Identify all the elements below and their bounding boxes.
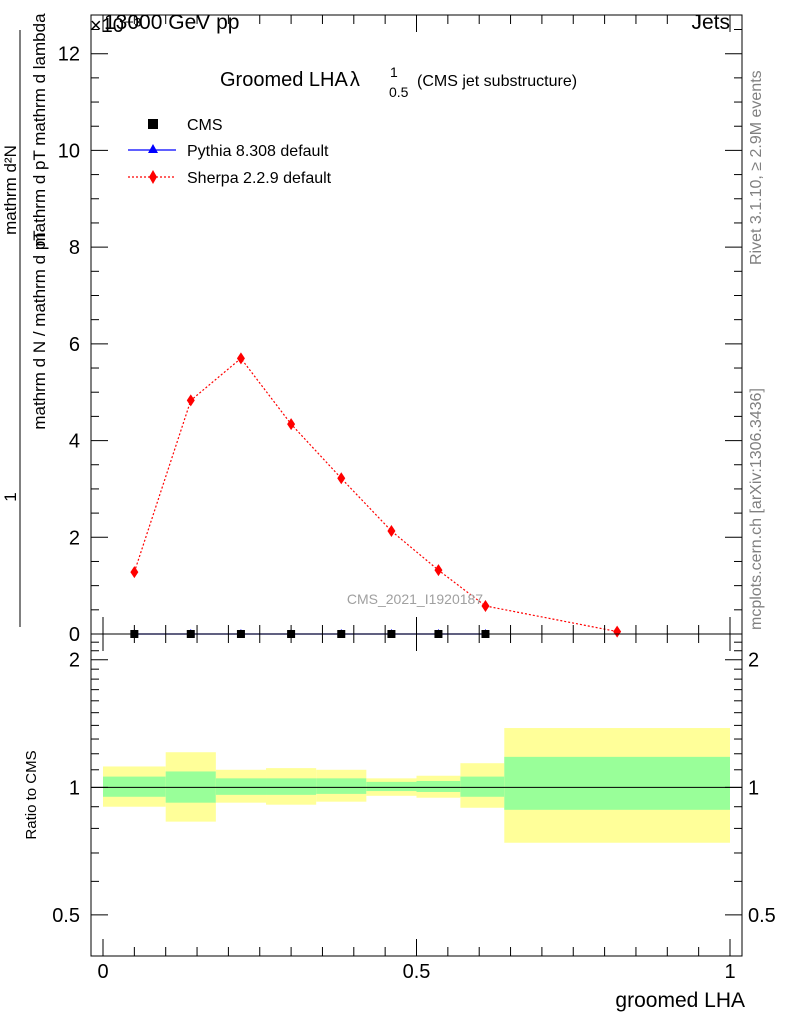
ratio-band-inner [460, 776, 505, 797]
main-y-tick-label: 2 [69, 527, 80, 549]
ylabel-prefix-denominator: mathrm d N / mathrm d pT [30, 230, 49, 429]
ratio-band-inner [103, 776, 166, 797]
header-jets: Jets [691, 11, 730, 34]
sherpa-point [186, 394, 195, 407]
plot-title-symbol: λ [350, 69, 360, 91]
main-x-ticks [102, 15, 731, 634]
main-y-tick-label: 10 [58, 140, 80, 162]
ratio-band-inner [366, 781, 417, 792]
legend: CMS Pythia 8.308 default Sherpa 2.2.9 de… [128, 117, 332, 187]
legend-pythia-label: Pythia 8.308 default [187, 143, 329, 160]
plot-title-suffix: (CMS jet substructure) [417, 73, 577, 90]
ratio-y-ticks: 0.5 0.5 1 1 2 2 [52, 641, 776, 927]
analysis-watermark: CMS_2021_I1920187 [347, 591, 483, 607]
main-frame [90, 14, 743, 635]
legend-cms-marker [148, 119, 158, 129]
ratio-band-inner [504, 756, 730, 810]
legend-sherpa-marker [149, 170, 157, 184]
legend-item-pythia: Pythia 8.308 default [128, 143, 329, 160]
main-y-axis-label: 1 mathrm d N / mathrm d pT mathrm d²N ma… [1, 13, 49, 627]
ylabel-denominator: mathrm d pT mathrm d lambda [30, 13, 49, 247]
x-axis-label: groomed LHA [615, 989, 745, 1012]
ratio-bands-layer [103, 728, 730, 843]
legend-item-sherpa: Sherpa 2.2.9 default [128, 170, 332, 187]
plot-title-sub: 0.5 [389, 84, 409, 100]
plot-title-text: Groomed LHA [220, 69, 348, 91]
y-exponent-label: ×10⁻³ [90, 15, 141, 37]
ratio-band-inner [215, 778, 267, 795]
sherpa-point [387, 524, 396, 537]
ratio-band-inner [266, 778, 317, 795]
ratio-band-inner [416, 780, 461, 792]
main-y-tick-label: 6 [69, 334, 80, 356]
ratio-band-inner [316, 778, 367, 794]
ratio-y-tick-label: 2 [69, 650, 80, 672]
main-y-tick-label: 0 [69, 624, 80, 646]
ratio-y-tick-label: 0.5 [52, 905, 80, 927]
sherpa-line [133, 357, 618, 633]
main-y-tick-label: 12 [58, 44, 80, 66]
sherpa-point [481, 599, 490, 612]
legend-pythia-marker [148, 144, 158, 153]
legend-item-cms: CMS [148, 117, 223, 134]
rivet-version-label: Rivet 3.1.10, ≥ 2.9M events [748, 70, 765, 265]
header-process: 13000 GeV pp [104, 11, 239, 34]
legend-cms-label: CMS [187, 117, 223, 134]
plot-title-sup: 1 [390, 64, 398, 80]
main-panel: 0 2 4 6 8 10 12 Groomed LHA λ 1 0.5 (CMS jet su… [1, 13, 743, 646]
sherpa-point [287, 418, 296, 431]
ratio-x-ticks: 0 0.5 1 [97, 634, 736, 983]
ylabel-prefix-numerator: 1 [1, 492, 20, 501]
ylabel-numerator: mathrm d²N [1, 145, 20, 235]
main-y-ticks: 0 2 4 6 8 10 12 [58, 29, 742, 646]
ratio-y-tick-label-right: 2 [748, 650, 759, 672]
sherpa-point [434, 564, 443, 577]
ratio-panel: 0.5 0.51 12 2 0 0.5 1 Ratio to CMS groomed LH… [23, 633, 776, 1012]
main-y-tick-label: 4 [69, 431, 80, 453]
ratio-y-axis-label: Ratio to CMS [23, 750, 40, 839]
mcplots-label: mcplots.cern.ch [arXiv:1306.3436] [748, 388, 765, 630]
legend-sherpa-label: Sherpa 2.2.9 default [187, 170, 332, 187]
sherpa-point [337, 472, 346, 485]
main-y-tick-label: 8 [69, 237, 80, 259]
x-tick-label: 0 [97, 961, 108, 983]
plot-title: Groomed LHA λ [220, 69, 360, 91]
ratio-y-tick-label-right: 0.5 [748, 905, 776, 927]
x-tick-label: 1 [724, 961, 735, 983]
ratio-y-tick-label-right: 1 [748, 777, 759, 799]
sherpa-point [130, 566, 139, 579]
sherpa-point [236, 352, 245, 365]
ratio-y-tick-label: 1 [69, 777, 80, 799]
sherpa-point [613, 625, 622, 638]
x-tick-label: 0.5 [403, 961, 431, 983]
